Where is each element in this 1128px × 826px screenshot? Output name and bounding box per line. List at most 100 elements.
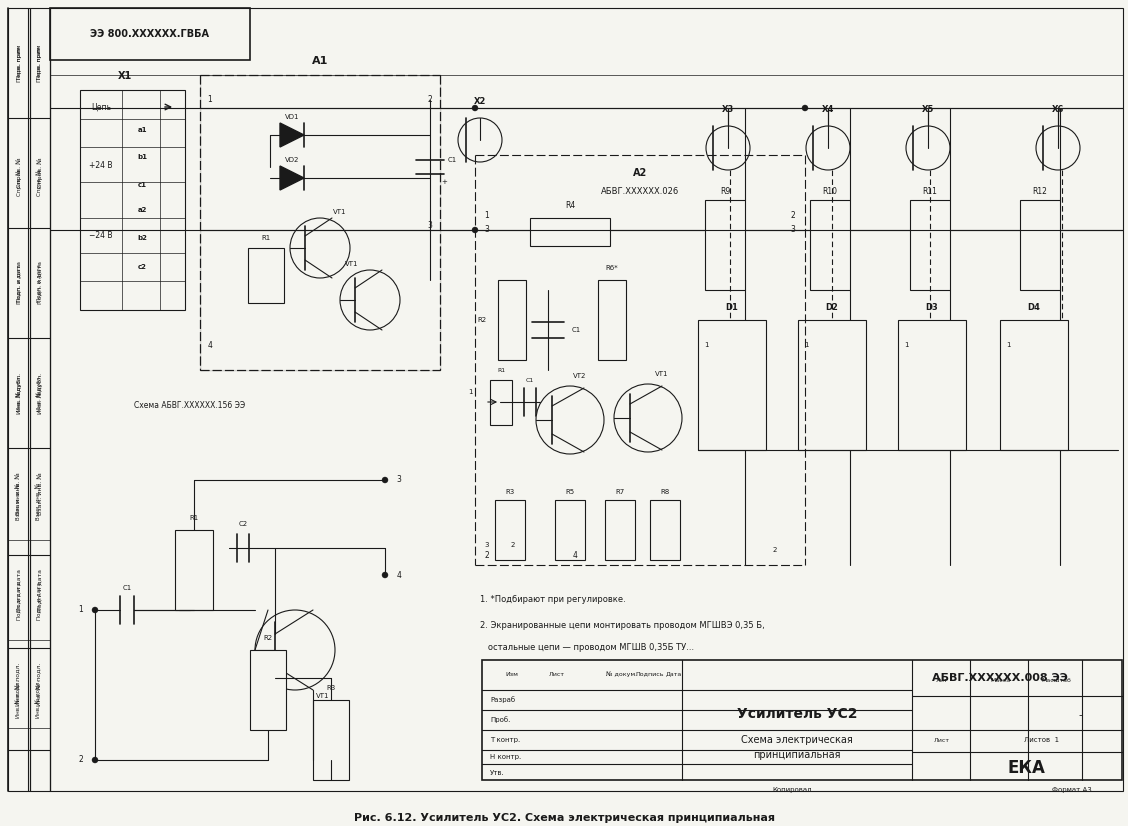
Text: Инв. № подл.: Инв. № подл. [16, 680, 21, 718]
Text: Рис. 6.12. Усилитель УС2. Схема электрическая принципиальная: Рис. 6.12. Усилитель УС2. Схема электрич… [353, 813, 775, 823]
Text: № докум.: № докум. [607, 672, 637, 676]
Text: ЕКА: ЕКА [1007, 759, 1045, 777]
Circle shape [92, 607, 98, 613]
Text: Взам. инв. №: Взам. инв. № [36, 482, 42, 520]
Text: R3: R3 [505, 489, 514, 495]
Bar [497, 280, 526, 360]
Bar [30, 8, 50, 791]
Text: R1: R1 [190, 515, 199, 521]
Text: 3: 3 [428, 221, 432, 230]
Text: VT2: VT2 [573, 373, 587, 379]
Text: Подпись: Подпись [636, 672, 664, 676]
Text: VT1: VT1 [316, 693, 329, 699]
Text: 2. Экранированные цепи монтировать проводом МГШВЭ 0,35 Б,: 2. Экранированные цепи монтировать прово… [481, 620, 765, 629]
Text: 2: 2 [773, 547, 777, 553]
Text: Н контр.: Н контр. [490, 754, 521, 760]
Text: R6*: R6* [606, 265, 618, 271]
Text: ЭЭ 800.XXXXXX.ГВБА: ЭЭ 800.XXXXXX.ГВБА [90, 29, 210, 39]
Text: D1: D1 [725, 303, 739, 312]
Text: Разраб: Разраб [490, 696, 515, 704]
Text: VT1: VT1 [345, 261, 359, 267]
Text: Подп. и дата: Подп. и дата [37, 568, 43, 611]
Circle shape [472, 105, 478, 111]
Bar [495, 500, 525, 560]
Text: Инв. №дубл.: Инв. №дубл. [16, 375, 21, 411]
Bar [490, 380, 512, 425]
Bar [530, 218, 610, 246]
Text: Инв. №дубл.: Инв. №дубл. [36, 375, 42, 411]
Circle shape [255, 610, 335, 690]
Text: b1: b1 [136, 154, 147, 160]
Text: Формат А3: Формат А3 [1052, 787, 1092, 793]
Text: Взам. инв. №: Взам. инв. № [17, 482, 21, 520]
Bar [250, 650, 287, 730]
Text: 2: 2 [79, 756, 83, 765]
Circle shape [906, 126, 950, 170]
Text: +24 В: +24 В [89, 160, 113, 169]
Text: 1: 1 [485, 211, 490, 220]
Text: Справ. №: Справ. № [37, 158, 43, 188]
Text: C1: C1 [448, 157, 457, 163]
Text: Копировал: Копировал [773, 787, 812, 793]
Text: R4: R4 [565, 202, 575, 211]
Text: АБВГ.XXXXXX.026: АБВГ.XXXXXX.026 [601, 187, 679, 196]
Text: 2: 2 [485, 550, 490, 559]
Text: Лист: Лист [549, 672, 565, 676]
Text: R10: R10 [822, 188, 837, 197]
Text: Взам. инв. №: Взам. инв. № [17, 472, 21, 515]
Text: Схема АБВГ.XXXXXX.156 ЭЭ: Схема АБВГ.XXXXXX.156 ЭЭ [134, 401, 246, 410]
Text: Листов  1: Листов 1 [1024, 737, 1059, 743]
Text: R11: R11 [923, 188, 937, 197]
Text: Изм: Изм [505, 672, 519, 676]
Text: b2: b2 [138, 235, 147, 241]
Text: 3: 3 [791, 225, 795, 235]
Text: Подп. и дата: Подп. и дата [17, 262, 21, 305]
Text: 1: 1 [79, 605, 83, 615]
Text: Инв. №дубл.: Инв. №дубл. [16, 373, 21, 414]
Text: Усилитель УС2: Усилитель УС2 [737, 707, 857, 721]
Text: VT1: VT1 [655, 371, 669, 377]
Text: R2: R2 [264, 635, 273, 641]
Bar [910, 200, 950, 290]
Text: R2: R2 [477, 317, 486, 323]
Text: Дата: Дата [666, 672, 682, 676]
Text: 1: 1 [704, 342, 708, 348]
Text: 1: 1 [904, 342, 908, 348]
Text: R1: R1 [262, 235, 271, 241]
Text: X6: X6 [1051, 106, 1064, 115]
Circle shape [802, 105, 808, 111]
Text: 4: 4 [573, 550, 578, 559]
Bar [797, 320, 866, 450]
Text: Справ. №: Справ. № [16, 169, 21, 197]
Text: D2: D2 [826, 303, 838, 312]
Text: Инв. № подл.: Инв. № подл. [37, 662, 43, 705]
Text: X3: X3 [722, 106, 734, 115]
Text: Подп. и дата: Подп. и дата [17, 568, 21, 611]
Text: R12: R12 [1032, 188, 1048, 197]
Text: Инв. №дубл.: Инв. №дубл. [37, 373, 43, 414]
Text: 1: 1 [468, 389, 473, 395]
Text: Проб.: Проб. [490, 717, 510, 724]
Bar [482, 660, 1122, 780]
Text: C1: C1 [526, 377, 535, 382]
Polygon shape [280, 166, 305, 190]
Text: R7: R7 [616, 489, 625, 495]
Text: R9: R9 [720, 188, 730, 197]
Text: A1: A1 [311, 56, 328, 66]
Text: А2: А2 [633, 168, 647, 178]
Text: Схема электрическая: Схема электрическая [741, 735, 853, 745]
Text: 1: 1 [1006, 342, 1011, 348]
Bar [312, 700, 349, 780]
Text: R5: R5 [565, 489, 574, 495]
Text: Подп. и дата: Подп. и дата [36, 264, 42, 302]
Text: C1: C1 [122, 585, 132, 591]
Text: a2: a2 [138, 207, 147, 213]
Text: 1. *Подбирают при регулировке.: 1. *Подбирают при регулировке. [481, 596, 626, 605]
Text: Подп. и дата: Подп. и дата [17, 582, 21, 620]
Text: Цепь: Цепь [91, 102, 111, 112]
Circle shape [807, 126, 851, 170]
Text: 1: 1 [208, 96, 212, 105]
Bar [175, 530, 213, 610]
Text: 1: 1 [804, 342, 809, 348]
Text: R3: R3 [326, 685, 336, 691]
